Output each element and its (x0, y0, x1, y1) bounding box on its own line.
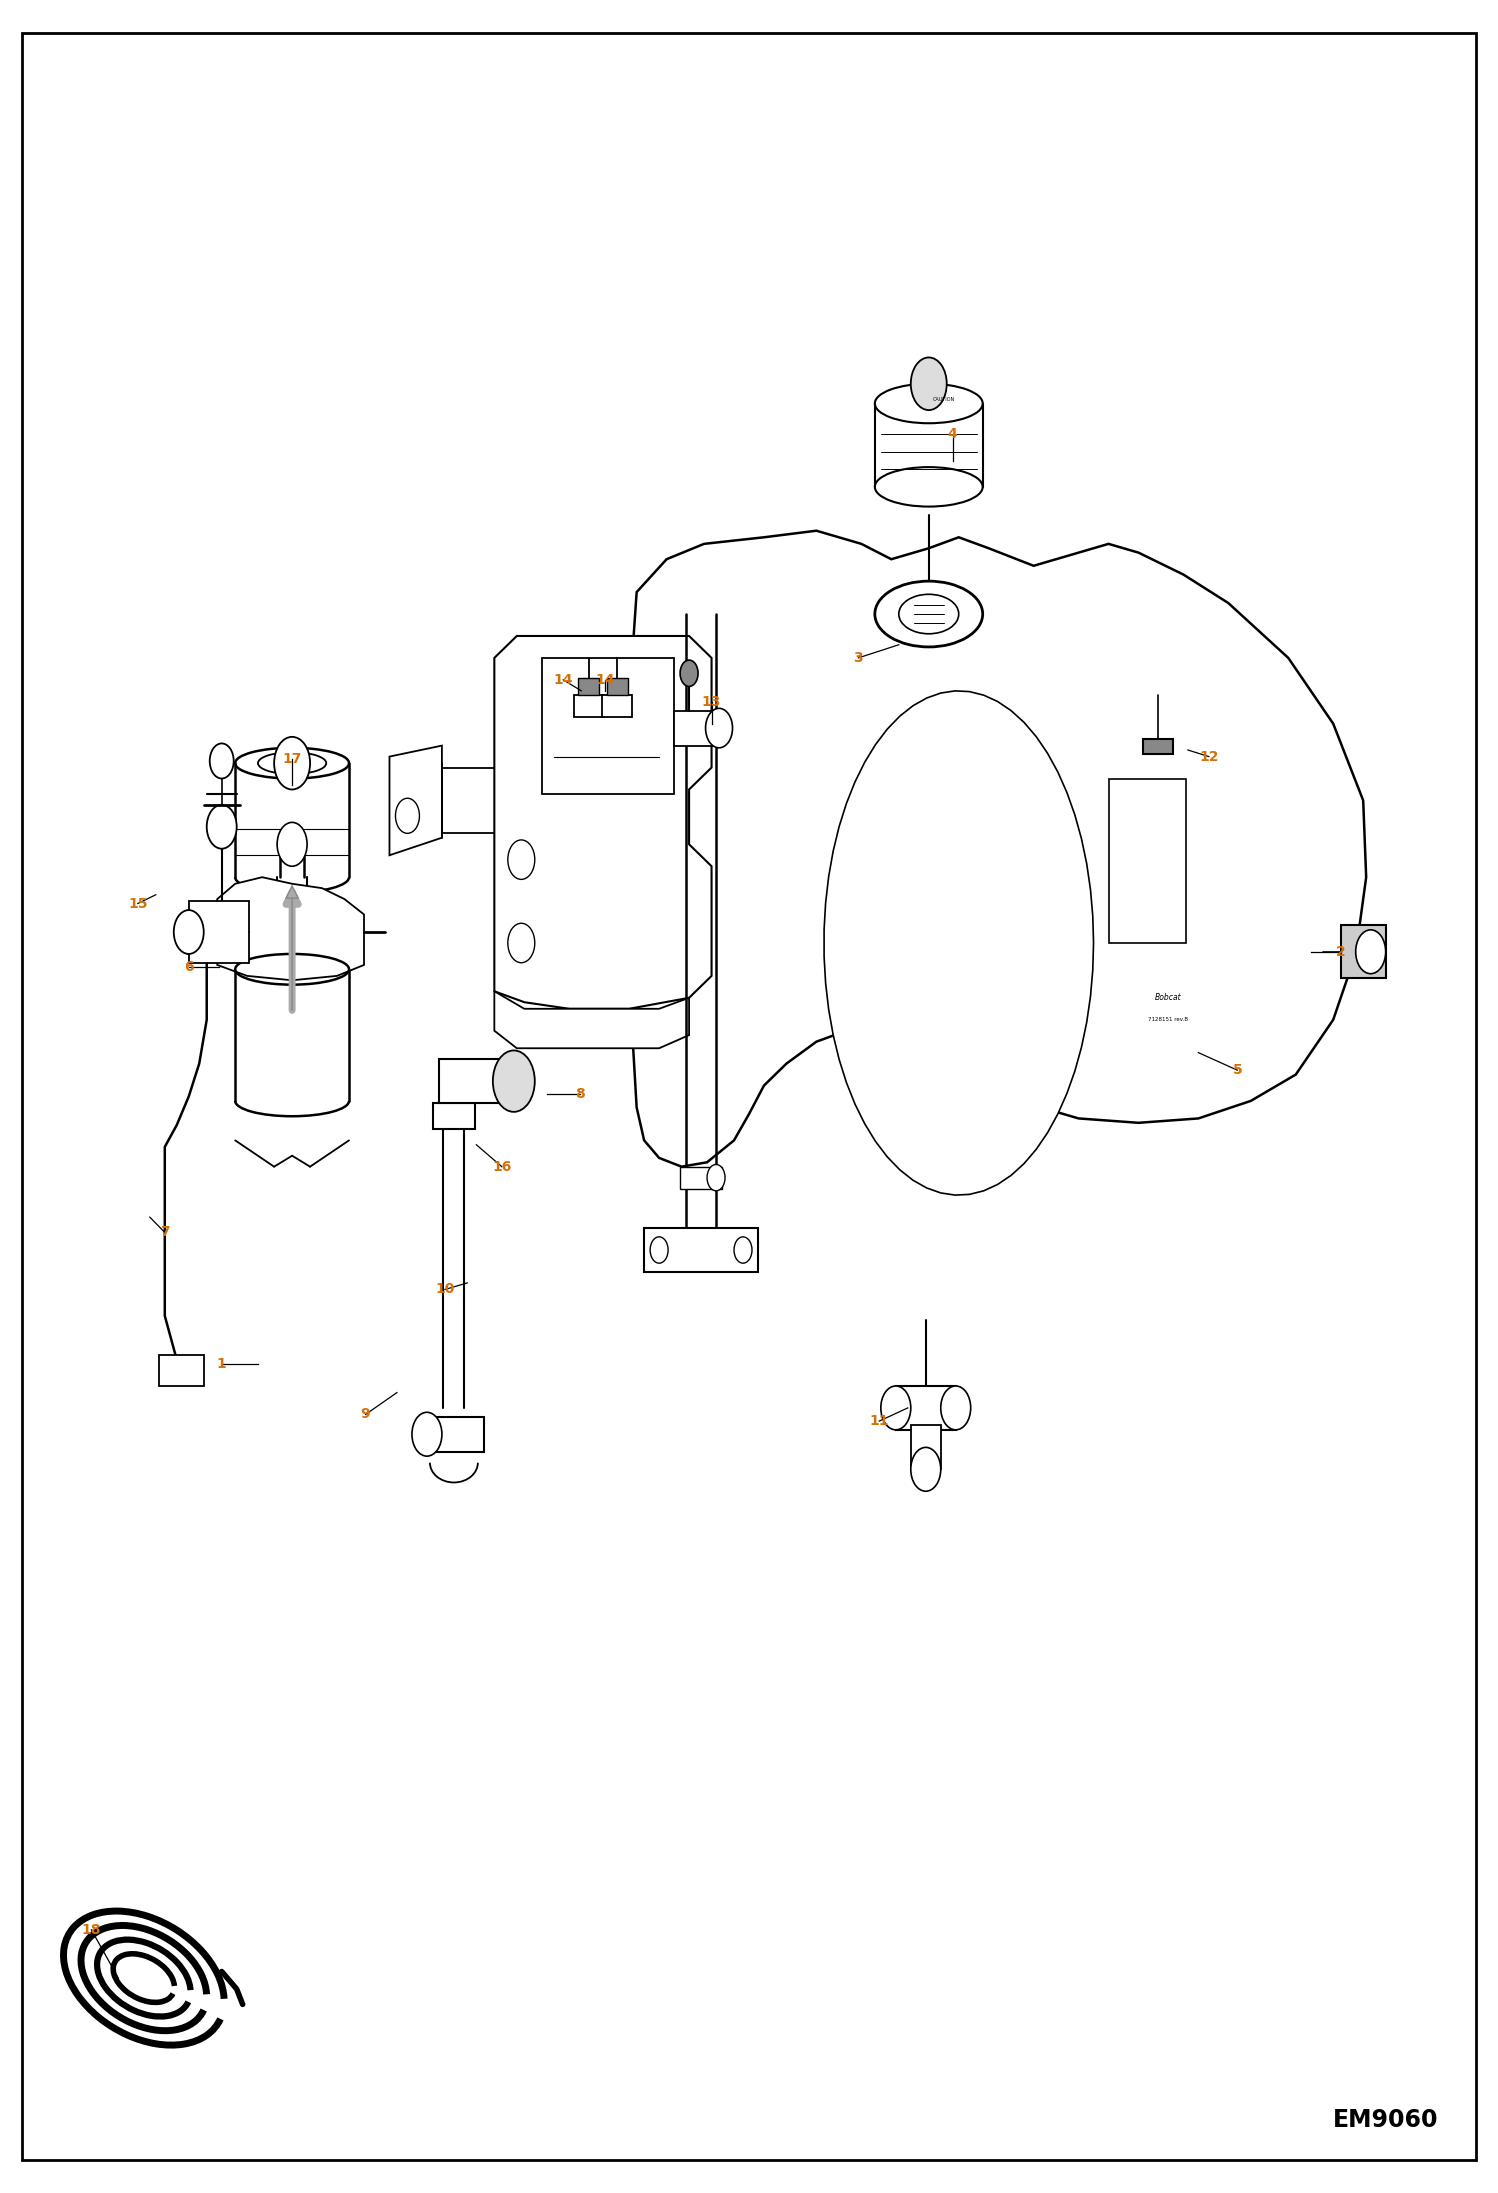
Circle shape (277, 822, 307, 866)
Text: 17: 17 (283, 752, 301, 765)
Circle shape (508, 923, 535, 963)
Circle shape (210, 743, 234, 779)
Circle shape (274, 737, 310, 789)
Bar (674, 711, 719, 746)
Text: 3: 3 (854, 651, 863, 664)
Polygon shape (494, 991, 689, 1048)
Text: 13: 13 (703, 695, 721, 708)
Polygon shape (389, 746, 442, 855)
Bar (578, 678, 599, 695)
Text: 11: 11 (869, 1414, 890, 1428)
Polygon shape (217, 877, 364, 980)
Bar (1341, 925, 1386, 978)
Text: 5: 5 (1233, 1064, 1242, 1077)
Circle shape (911, 357, 947, 410)
Circle shape (650, 1237, 668, 1263)
Circle shape (680, 660, 698, 686)
Polygon shape (632, 531, 1366, 1167)
Text: 10: 10 (436, 1283, 454, 1296)
Bar (911, 1425, 941, 1469)
Bar (644, 1228, 758, 1272)
Text: 1: 1 (217, 1357, 226, 1371)
Polygon shape (494, 636, 712, 1009)
Text: 7: 7 (160, 1226, 169, 1239)
Circle shape (911, 1447, 941, 1491)
Bar (1143, 739, 1173, 754)
Text: EM9060: EM9060 (1333, 2107, 1438, 2132)
Text: 16: 16 (493, 1160, 511, 1173)
Circle shape (881, 1386, 911, 1430)
Circle shape (493, 1050, 535, 1112)
Text: 14: 14 (553, 673, 574, 686)
Polygon shape (824, 691, 1094, 1195)
Text: 4: 4 (948, 428, 957, 441)
Circle shape (412, 1412, 442, 1456)
Bar (602, 695, 632, 717)
Text: 14: 14 (595, 673, 616, 686)
Circle shape (508, 840, 535, 879)
Bar (607, 678, 628, 695)
Bar (574, 695, 604, 717)
Circle shape (734, 1237, 752, 1263)
Text: 8: 8 (575, 1088, 584, 1101)
Circle shape (941, 1386, 971, 1430)
Bar (680, 1167, 722, 1189)
Bar (159, 1355, 204, 1386)
Text: 6: 6 (184, 961, 193, 974)
Text: 7128151 rev.B: 7128151 rev.B (1149, 1018, 1188, 1022)
Text: 9: 9 (361, 1408, 370, 1421)
Circle shape (174, 910, 204, 954)
Circle shape (207, 805, 237, 849)
Circle shape (706, 708, 733, 748)
Circle shape (395, 798, 419, 833)
Bar (189, 901, 249, 963)
Circle shape (175, 910, 205, 954)
Text: Bobcat: Bobcat (1155, 993, 1182, 1002)
Bar (439, 1059, 514, 1103)
Text: 12: 12 (1198, 750, 1219, 763)
Bar (433, 1103, 475, 1129)
Bar (896, 1386, 956, 1430)
Circle shape (1356, 930, 1386, 974)
Bar (1109, 779, 1186, 943)
Circle shape (707, 1164, 725, 1191)
Bar (424, 1417, 484, 1452)
Text: 18: 18 (81, 1923, 102, 1936)
Text: CAUTION: CAUTION (933, 397, 954, 401)
Bar (542, 658, 674, 794)
Text: 15: 15 (127, 897, 148, 910)
Text: 2: 2 (1336, 945, 1345, 958)
